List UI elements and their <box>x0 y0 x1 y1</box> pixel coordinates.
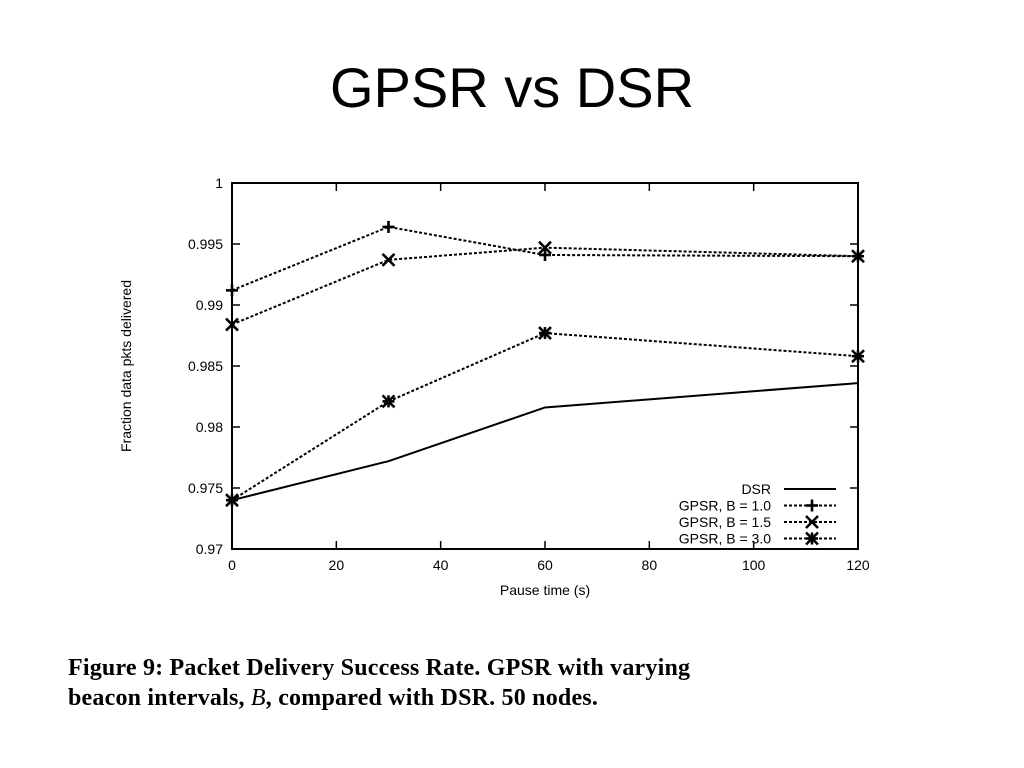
y-tick-label: 0.98 <box>196 419 223 435</box>
y-tick-label: 0.975 <box>188 480 223 496</box>
chart-axes: 0.97 0.975 0.98 0.985 0.99 0.995 1 0 20 40 60 80 100… <box>118 175 870 598</box>
marker-stroke <box>538 240 552 255</box>
data-point <box>225 317 239 332</box>
x-tick-label: 20 <box>329 557 345 573</box>
data-point <box>382 220 395 233</box>
x-tick-label: 80 <box>642 557 658 573</box>
data-point <box>539 248 551 261</box>
caption-line-2a: beacon intervals, <box>68 685 251 711</box>
legend-label: GPSR, B = 3.0 <box>679 531 771 547</box>
data-point <box>805 515 819 529</box>
caption-line-1: Figure 9: Packet Delivery Success Rate. … <box>68 655 691 681</box>
y-tick-label: 0.995 <box>188 236 223 252</box>
data-point <box>851 249 865 264</box>
x-tick-label: 60 <box>537 557 553 573</box>
y-tick-label: 0.985 <box>188 358 223 374</box>
legend-label: DSR <box>741 481 771 497</box>
marker-stroke <box>225 317 239 332</box>
marker-stroke <box>805 531 819 546</box>
chart-series <box>225 220 865 508</box>
x-tick-label: 40 <box>433 557 449 573</box>
data-point <box>225 493 239 508</box>
series-line-2 <box>231 246 859 326</box>
slide-title: GPSR vs DSR <box>329 56 695 119</box>
figure-caption: Figure 9: Packet Delivery Success Rate. … <box>68 653 948 713</box>
data-point <box>806 499 818 512</box>
marker-stroke <box>538 326 552 340</box>
x-tick-label: 120 <box>846 557 870 573</box>
marker-stroke <box>805 515 819 529</box>
marker-stroke <box>851 349 865 364</box>
series-line-3 <box>231 332 859 502</box>
data-point <box>805 531 819 546</box>
legend-label: GPSR, B = 1.5 <box>679 514 771 530</box>
y-tick-label: 0.97 <box>196 541 223 557</box>
data-point <box>226 284 238 297</box>
line-chart: 0.97 0.975 0.98 0.985 0.99 0.995 1 0 20 40 60 80 100… <box>118 175 870 598</box>
x-axis-label: Pause time (s) <box>500 582 590 598</box>
x-tick-label: 0 <box>228 557 236 573</box>
x-tick-label: 100 <box>742 557 766 573</box>
legend-label: GPSR, B = 1.0 <box>679 498 771 514</box>
data-point <box>381 394 396 409</box>
data-point <box>851 349 865 364</box>
marker-stroke <box>851 249 865 264</box>
y-axis-label: Fraction data pkts delivered <box>118 280 134 452</box>
y-tick-label: 1 <box>215 175 223 191</box>
marker-stroke <box>381 252 396 267</box>
caption-variable: B <box>250 685 266 711</box>
data-point <box>538 326 552 340</box>
y-tick-label: 0.99 <box>196 297 223 313</box>
series-line-0 <box>231 382 859 502</box>
marker-stroke <box>225 493 239 508</box>
caption-line-2b: , compared with DSR. 50 nodes. <box>265 685 599 711</box>
data-point <box>538 240 552 255</box>
data-point <box>381 252 396 267</box>
marker-stroke <box>381 394 396 409</box>
